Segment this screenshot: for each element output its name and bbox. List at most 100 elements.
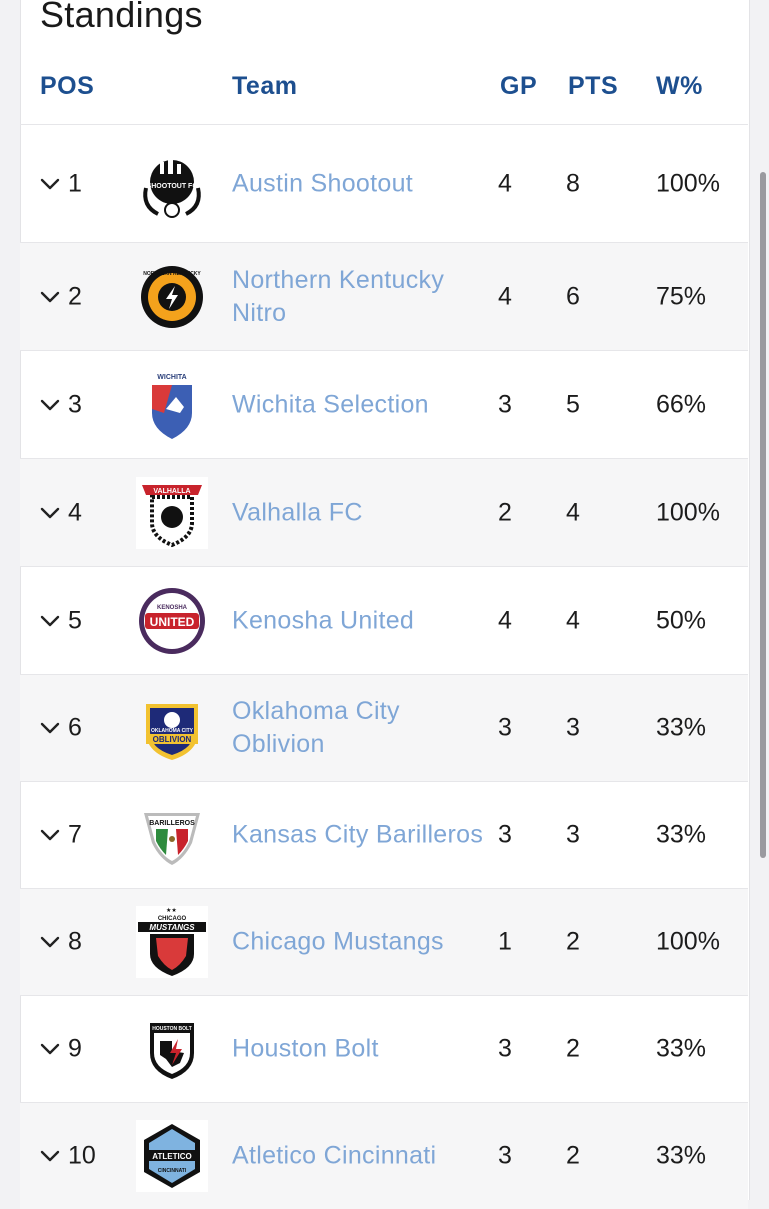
chevron-down-icon[interactable] bbox=[40, 614, 60, 628]
team-link[interactable]: Chicago Mustangs bbox=[232, 927, 444, 956]
header-pos[interactable]: POS bbox=[40, 72, 95, 100]
chevron-down-icon[interactable] bbox=[40, 1042, 60, 1056]
atletico-cincinnati-logo-icon: ATLETICO CINCINNATI bbox=[136, 1120, 208, 1192]
logo-text: OBLIVION bbox=[153, 735, 192, 744]
team-link[interactable]: Oklahoma City Oblivion bbox=[232, 697, 400, 758]
logo-text: OKLAHOMA CITY bbox=[151, 728, 194, 734]
win-percentage: 66% bbox=[656, 390, 707, 418]
table-row[interactable]: 4 VALHALLA Valhalla FC 2 4 100% bbox=[20, 459, 748, 567]
win-percentage: 75% bbox=[656, 282, 707, 310]
table-row[interactable]: 1 SHOOTOUT FC Austin Shootout 4 8 100% bbox=[20, 125, 748, 243]
games-played: 4 bbox=[498, 606, 512, 634]
team-link[interactable]: Austin Shootout bbox=[232, 169, 414, 197]
valhalla-fc-logo-icon: VALHALLA bbox=[136, 476, 208, 549]
games-played: 3 bbox=[498, 1141, 512, 1170]
team-link[interactable]: Valhalla FC bbox=[232, 498, 363, 526]
logo-text: MUSTANGS bbox=[149, 923, 195, 932]
table-row[interactable]: 10 ATLETICO CINCINNATI Atletico Cincinna… bbox=[20, 1103, 748, 1209]
position: 8 bbox=[68, 927, 82, 956]
points: 8 bbox=[566, 169, 580, 197]
points: 3 bbox=[566, 820, 580, 849]
games-played: 3 bbox=[498, 390, 512, 418]
position: 3 bbox=[68, 390, 82, 418]
chevron-down-icon[interactable] bbox=[40, 398, 60, 412]
header-team[interactable]: Team bbox=[232, 72, 298, 100]
header-gp[interactable]: GP bbox=[500, 72, 538, 100]
table-row[interactable]: 5 KENOSHA UNITED Kenosha United 4 4 50% bbox=[20, 567, 748, 675]
kansas-city-barilleros-logo-icon: BARILLEROS bbox=[144, 813, 200, 865]
chevron-down-icon[interactable] bbox=[40, 828, 60, 842]
chevron-down-icon[interactable] bbox=[40, 177, 60, 191]
points: 2 bbox=[566, 1034, 580, 1063]
chevron-down-icon[interactable] bbox=[40, 721, 60, 735]
svg-text:★★: ★★ bbox=[166, 907, 177, 914]
table-row[interactable]: 2 NORTHERN KENTUCKY Northern Kentucky Ni… bbox=[20, 243, 748, 351]
points: 4 bbox=[566, 606, 580, 634]
chevron-down-icon[interactable] bbox=[40, 1149, 60, 1163]
games-played: 2 bbox=[498, 498, 512, 526]
page-title: Standings bbox=[40, 0, 203, 35]
team-link[interactable]: Kansas City Barilleros bbox=[232, 820, 484, 849]
games-played: 1 bbox=[498, 927, 512, 956]
points: 2 bbox=[566, 927, 580, 956]
win-percentage: 33% bbox=[656, 1141, 707, 1170]
games-played: 3 bbox=[498, 820, 512, 849]
houston-bolt-logo-icon: HOUSTON BOLT bbox=[150, 1023, 194, 1079]
logo-text: KENOSHA bbox=[157, 605, 188, 611]
games-played: 4 bbox=[498, 169, 512, 197]
position: 2 bbox=[68, 282, 82, 310]
games-played: 3 bbox=[498, 1034, 512, 1063]
northern-kentucky-nitro-logo-icon: NORTHERN KENTUCKY bbox=[141, 265, 203, 328]
logo-text: BARILLEROS bbox=[149, 820, 195, 827]
team-link[interactable]: Atletico Cincinnati bbox=[232, 1141, 437, 1170]
kenosha-united-logo-icon: KENOSHA UNITED bbox=[139, 587, 205, 654]
table-row[interactable]: 6 OKLAHOMA CITY OBLIVION Oklahoma City O… bbox=[20, 675, 748, 782]
position: 10 bbox=[68, 1141, 96, 1170]
austin-shootout-logo-icon: SHOOTOUT FC bbox=[136, 147, 208, 220]
win-percentage: 33% bbox=[656, 820, 707, 849]
logo-text: NORTHERN KENTUCKY bbox=[143, 271, 201, 277]
oklahoma-city-oblivion-logo-icon: OKLAHOMA CITY OBLIVION bbox=[146, 704, 198, 760]
position: 4 bbox=[68, 498, 82, 526]
wichita-selection-logo-icon: WICHITA bbox=[152, 374, 192, 439]
position: 7 bbox=[68, 820, 82, 849]
table-row[interactable]: 3 WICHITA Wichita Selection 3 5 66% bbox=[20, 351, 748, 459]
team-link[interactable]: Houston Bolt bbox=[232, 1034, 379, 1063]
points: 5 bbox=[566, 390, 580, 418]
team-link[interactable]: Northern Kentucky Nitro bbox=[232, 265, 445, 327]
games-played: 4 bbox=[498, 282, 512, 310]
points: 6 bbox=[566, 282, 580, 310]
team-link[interactable]: Wichita Selection bbox=[232, 390, 429, 418]
points: 4 bbox=[566, 498, 580, 526]
position: 1 bbox=[68, 169, 82, 197]
chicago-mustangs-logo-icon: ★★ CHICAGO MUSTANGS bbox=[136, 906, 208, 978]
win-percentage: 100% bbox=[656, 498, 720, 526]
header-wpct[interactable]: W% bbox=[656, 72, 703, 100]
games-played: 3 bbox=[498, 713, 512, 742]
chevron-down-icon[interactable] bbox=[40, 935, 60, 949]
win-percentage: 33% bbox=[656, 713, 707, 742]
win-percentage: 50% bbox=[656, 606, 707, 634]
header-pts[interactable]: PTS bbox=[568, 72, 619, 100]
logo-text: VALHALLA bbox=[153, 488, 190, 495]
logo-text: ATLETICO bbox=[152, 1152, 191, 1161]
logo-text: SHOOTOUT FC bbox=[147, 183, 198, 190]
table-row[interactable]: 9 HOUSTON BOLT Houston Bolt 3 2 33% bbox=[20, 996, 748, 1103]
logo-text: WICHITA bbox=[157, 374, 186, 381]
team-link[interactable]: Kenosha United bbox=[232, 606, 415, 634]
table-row[interactable]: 7 BARILLEROS Kansas City Barilleros 3 3 … bbox=[20, 782, 748, 889]
table-row[interactable]: 8 ★★ CHICAGO MUSTANGS Chicago Mustangs 1… bbox=[20, 889, 748, 996]
logo-text: CINCINNATI bbox=[158, 1168, 187, 1174]
chevron-down-icon[interactable] bbox=[40, 290, 60, 304]
win-percentage: 100% bbox=[656, 927, 720, 956]
position: 5 bbox=[68, 606, 82, 634]
scrollbar[interactable] bbox=[760, 172, 766, 858]
points: 2 bbox=[566, 1141, 580, 1170]
win-percentage: 33% bbox=[656, 1034, 707, 1063]
logo-text: HOUSTON BOLT bbox=[152, 1026, 192, 1032]
logo-text: CHICAGO bbox=[158, 916, 187, 922]
logo-text: UNITED bbox=[150, 615, 195, 629]
win-percentage: 100% bbox=[656, 169, 720, 197]
position: 9 bbox=[68, 1034, 82, 1063]
chevron-down-icon[interactable] bbox=[40, 506, 60, 520]
